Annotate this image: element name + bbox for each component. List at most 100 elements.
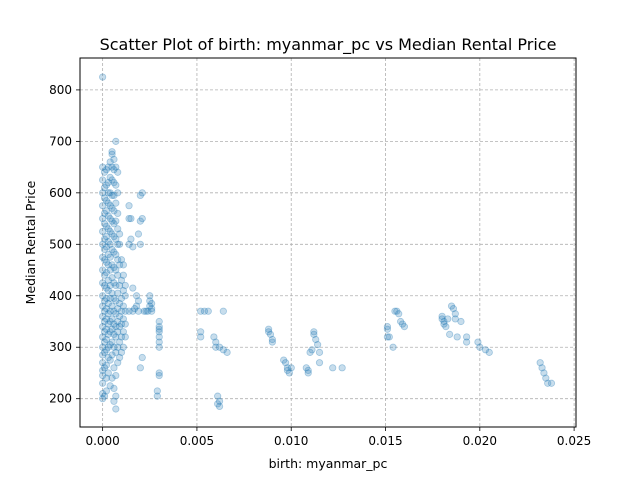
- data-point: [99, 292, 107, 300]
- y-axis-ticks: 200 300 400 500 600 700 800: [49, 83, 80, 406]
- data-point: [104, 189, 112, 197]
- y-tick-label: 700: [49, 134, 72, 148]
- data-point: [106, 266, 114, 274]
- data-point: [110, 364, 118, 372]
- data-point: [215, 397, 224, 405]
- data-point: [446, 330, 454, 338]
- data-point: [131, 305, 139, 313]
- data-point: [117, 294, 126, 302]
- data-point: [266, 330, 275, 338]
- data-point: [119, 271, 127, 279]
- data-point: [281, 359, 290, 367]
- data-point: [210, 333, 218, 341]
- data-point: [99, 266, 107, 274]
- data-point: [121, 307, 129, 315]
- data-point: [102, 305, 111, 313]
- data-point: [112, 281, 120, 290]
- data-point: [136, 191, 144, 200]
- data-point: [398, 320, 407, 328]
- data-point: [155, 328, 163, 336]
- data-point: [100, 328, 109, 336]
- data-point: [116, 281, 124, 290]
- data-point: [114, 271, 122, 279]
- y-axis-label: Median Rental Price: [23, 180, 38, 304]
- data-point: [451, 315, 459, 323]
- x-axis-ticks: 0.000 0.005 0.010 0.015 0.020 0.025: [85, 427, 591, 448]
- data-point: [106, 307, 114, 315]
- data-point: [104, 212, 112, 220]
- data-point: [112, 181, 120, 189]
- data-point: [116, 240, 124, 248]
- data-point: [132, 302, 141, 310]
- data-point: [474, 338, 482, 346]
- data-point: [116, 312, 124, 320]
- data-point: [155, 323, 163, 331]
- data-point: [100, 297, 109, 305]
- data-point: [283, 364, 292, 372]
- data-point: [148, 307, 156, 315]
- data-point: [114, 359, 122, 367]
- data-point: [215, 402, 224, 411]
- data-point: [100, 392, 109, 400]
- data-point: [129, 243, 137, 251]
- data-point: [104, 199, 112, 207]
- data-point: [438, 315, 446, 323]
- data-point: [102, 284, 111, 292]
- data-point: [383, 325, 392, 333]
- data-point: [99, 253, 107, 261]
- data-point: [104, 276, 112, 284]
- data-point: [197, 333, 205, 341]
- data-point: [114, 305, 122, 313]
- x-tick-label: 0.025: [557, 434, 591, 448]
- data-point: [153, 387, 161, 395]
- data-point: [136, 217, 144, 225]
- data-point: [485, 348, 493, 356]
- data-point: [108, 374, 116, 382]
- data-point: [100, 281, 109, 290]
- data-point: [112, 323, 120, 331]
- data-point: [102, 166, 111, 174]
- data-point: [155, 369, 163, 377]
- data-point: [155, 338, 163, 346]
- data-point: [125, 202, 133, 210]
- data-point: [104, 261, 112, 269]
- data-point: [100, 184, 109, 192]
- data-point: [102, 243, 111, 251]
- data-point: [264, 328, 273, 336]
- data-point: [449, 305, 458, 313]
- data-point: [119, 302, 127, 310]
- data-point: [99, 163, 107, 171]
- data-point: [268, 335, 276, 344]
- data-point: [100, 271, 109, 279]
- data-point: [106, 341, 114, 349]
- data-point: [155, 333, 163, 341]
- data-point: [112, 137, 120, 145]
- data-point: [99, 73, 107, 81]
- x-tick-label: 0.015: [368, 434, 402, 448]
- data-point: [114, 168, 122, 176]
- data-point: [110, 232, 118, 241]
- data-point: [385, 333, 393, 341]
- data-point: [108, 217, 116, 225]
- data-point: [155, 325, 163, 333]
- data-point: [100, 338, 109, 346]
- data-point: [106, 294, 114, 302]
- data-point: [104, 343, 112, 351]
- data-point: [110, 155, 118, 163]
- data-point: [104, 287, 112, 295]
- y-tick-label: 400: [49, 289, 72, 303]
- data-point: [102, 232, 111, 241]
- data-point: [148, 299, 156, 308]
- data-point: [99, 359, 107, 367]
- data-point: [140, 307, 148, 315]
- y-tick-label: 800: [49, 83, 72, 97]
- data-point: [117, 276, 126, 284]
- data-point: [463, 338, 471, 346]
- data-point: [100, 209, 109, 218]
- data-point: [116, 230, 124, 238]
- data-point: [108, 351, 116, 359]
- data-point: [400, 323, 408, 331]
- data-point: [264, 325, 273, 333]
- data-point: [383, 323, 392, 331]
- scatter-points: [99, 73, 556, 413]
